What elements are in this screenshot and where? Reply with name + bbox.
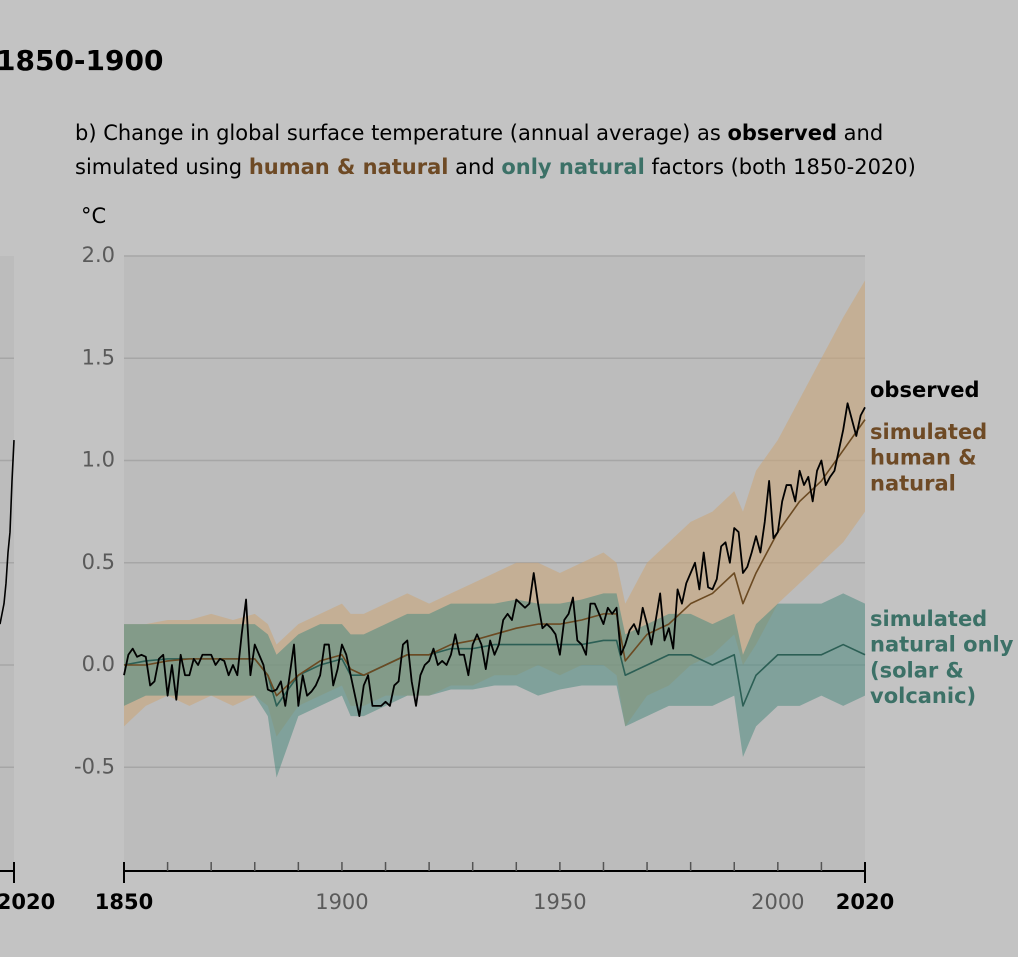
title-part: simulated using (75, 155, 249, 179)
legend-label: simulated natural only (solar & volcanic) (870, 607, 1014, 708)
title-part: factors (both 1850-2020) (645, 155, 916, 179)
y-tick-label: 1.0 (82, 448, 115, 472)
legend-line: human & (870, 446, 977, 470)
y-tick-label: 0.5 (82, 550, 115, 574)
title-part: only natural (501, 155, 644, 179)
x-tick-label: 1900 (315, 890, 368, 914)
legend-line: volcanic) (870, 684, 976, 708)
legend-line: natural (870, 471, 956, 495)
legend-label: observed (870, 378, 980, 402)
x-tick-label: 2020 (836, 890, 894, 914)
y-unit: °C (81, 204, 106, 228)
legend-label: simulated human & natural (870, 420, 987, 495)
title-part: and (449, 155, 502, 179)
y-tick-label: 2.0 (82, 243, 115, 267)
legend-line: simulated (870, 420, 987, 444)
title-part: and (837, 121, 883, 145)
panel-b-title: simulated using human & natural and only… (75, 155, 916, 179)
legend-line: natural only (870, 633, 1014, 657)
uncertainty-band (124, 593, 865, 778)
x-tick-label: 1850 (95, 890, 153, 914)
legend-line: observed (870, 378, 980, 402)
y-tick-label: 1.5 (82, 345, 115, 369)
series-line (124, 419, 866, 697)
x-tick-label: 2020 (0, 890, 55, 914)
x-tick-label: 2000 (751, 890, 804, 914)
y-tick-label: 0.0 (82, 652, 115, 676)
panel-a-title: 1850-1900 (0, 44, 163, 77)
x-tick-label: 1950 (533, 890, 586, 914)
title-part: human & natural (249, 155, 449, 179)
title-part: observed (727, 121, 837, 145)
series-line (123, 402, 866, 718)
title-part: b) Change in global surface temperature … (75, 121, 727, 145)
series-line (0, 440, 15, 625)
panel-b-title: b) Change in global surface temperature … (75, 121, 883, 145)
legend-line: (solar & (870, 658, 964, 682)
legend-line: simulated (870, 607, 987, 631)
y-tick-label: -0.5 (74, 754, 115, 778)
